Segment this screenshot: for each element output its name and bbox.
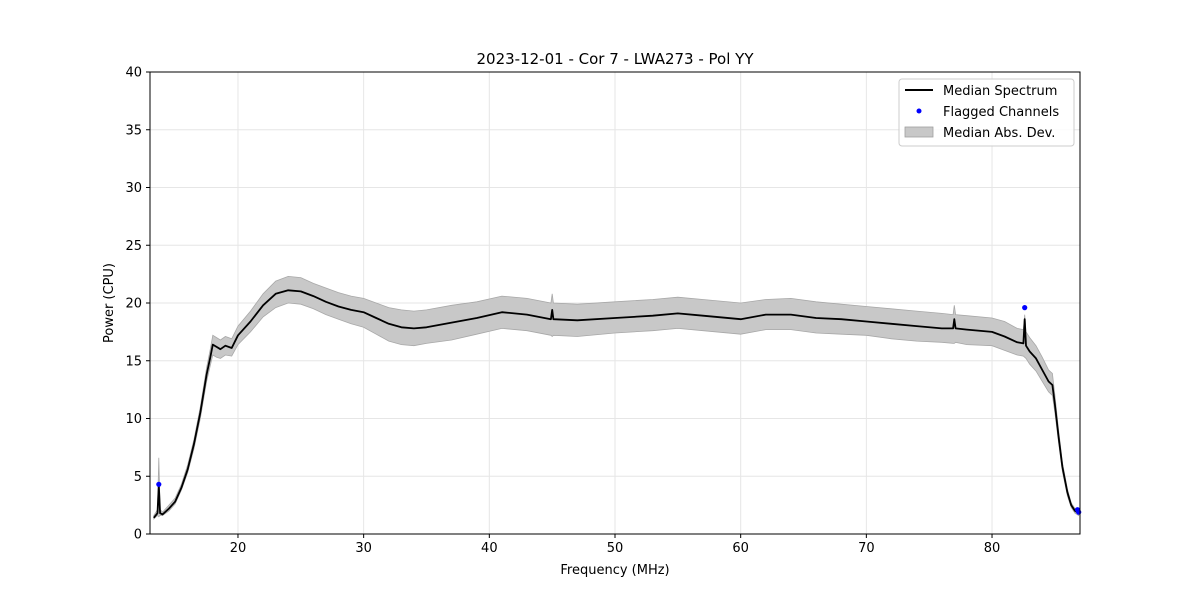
chart-title: 2023-12-01 - Cor 7 - LWA273 - Pol YY	[477, 50, 755, 68]
median-spectrum-line	[153, 289, 1080, 519]
flagged-channel-point	[156, 481, 162, 487]
legend-box	[898, 78, 1075, 147]
legend-label-mad-band: Median Abs. Dev.	[943, 126, 1055, 141]
y-tick-label: 40	[125, 66, 142, 81]
x-tick-label: 20	[230, 541, 247, 556]
flagged-channel-point	[1022, 305, 1028, 311]
y-tick-label: 30	[125, 181, 142, 196]
x-tick-label: 40	[481, 541, 498, 556]
legend-band-swatch	[904, 126, 934, 138]
y-tick-label: 20	[125, 297, 142, 312]
median-line-layer	[153, 289, 1080, 519]
y-tick-label: 25	[125, 239, 142, 254]
x-axis-ticks: 20 30 40 50 60 70 80	[230, 534, 1001, 556]
y-tick-label: 5	[134, 470, 142, 485]
legend: Median Spectrum Flagged Channels Median …	[898, 78, 1075, 147]
flagged-channel-point	[1076, 509, 1082, 515]
legend-label-median-spectrum: Median Spectrum	[943, 84, 1057, 99]
flagged-points-layer	[156, 305, 1082, 515]
x-tick-label: 70	[858, 541, 875, 556]
x-tick-label: 60	[732, 541, 749, 556]
x-tick-label: 50	[607, 541, 624, 556]
y-tick-label: 10	[125, 412, 142, 427]
y-axis-label: Power (CPU)	[102, 263, 117, 343]
x-axis-label: Frequency (MHz)	[560, 563, 669, 578]
mad-band	[153, 275, 1080, 520]
y-tick-label: 15	[125, 354, 142, 369]
y-tick-label: 35	[125, 123, 142, 138]
mad-band-layer	[153, 275, 1080, 520]
legend-label-flagged-channels: Flagged Channels	[943, 105, 1059, 120]
y-axis-ticks: 0 5 10 15 20 25 30 35 40	[125, 66, 150, 543]
x-tick-label: 30	[355, 541, 372, 556]
legend-point-swatch	[916, 108, 922, 114]
x-tick-label: 80	[984, 541, 1001, 556]
y-tick-label: 0	[134, 528, 142, 543]
